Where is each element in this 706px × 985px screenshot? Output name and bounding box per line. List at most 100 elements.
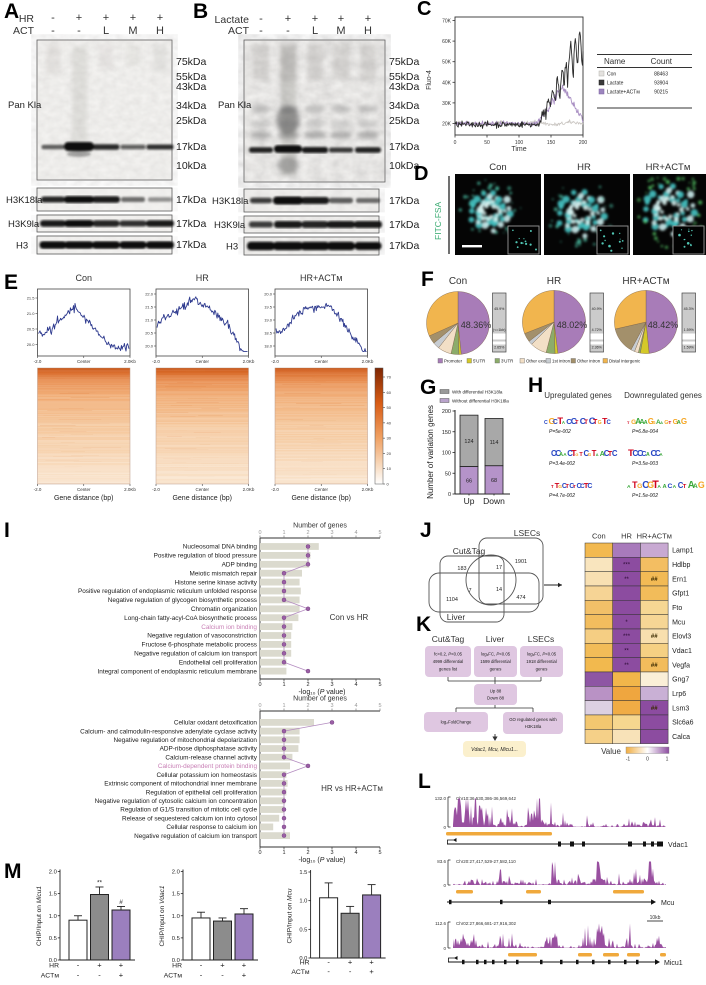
- svg-text:C: C: [604, 449, 610, 458]
- svg-text:Chromatin organization: Chromatin organization: [191, 606, 258, 613]
- svg-text:45.9%: 45.9%: [494, 307, 505, 311]
- svg-text:G: G: [575, 452, 578, 457]
- svg-text:4.72%: 4.72%: [592, 328, 603, 332]
- svg-text:1: 1: [666, 757, 669, 763]
- svg-text:T: T: [551, 484, 554, 489]
- svg-text:30: 30: [387, 436, 392, 441]
- svg-text:0: 0: [443, 946, 446, 951]
- svg-text:H3K18la: H3K18la: [212, 196, 249, 207]
- svg-text:genes list: genes list: [439, 666, 458, 671]
- svg-text:200: 200: [579, 140, 588, 146]
- svg-text:C: C: [571, 416, 577, 426]
- svg-text:Fto: Fto: [672, 605, 682, 612]
- svg-text:Upregulated genes: Upregulated genes: [544, 391, 612, 400]
- svg-text:HR: HR: [621, 532, 632, 541]
- svg-text:ACT: ACT: [228, 25, 250, 37]
- svg-text:**: **: [624, 648, 629, 654]
- svg-text:100: 100: [515, 140, 524, 146]
- svg-text:G: G: [598, 420, 602, 426]
- svg-text:log₂FC, P<0.05: log₂FC, P<0.05: [527, 652, 557, 657]
- svg-text:-: -: [77, 961, 80, 970]
- svg-text:1.0: 1.0: [172, 914, 180, 920]
- svg-text:P=1.5e-002: P=1.5e-002: [632, 493, 658, 499]
- svg-text:22.0: 22.0: [145, 292, 154, 297]
- svg-text:Histone serine kinase activity: Histone serine kinase activity: [175, 579, 258, 586]
- svg-text:25kDa: 25kDa: [176, 115, 207, 127]
- svg-text:66: 66: [466, 478, 472, 484]
- svg-text:0: 0: [448, 492, 451, 498]
- svg-text:CHIP/Input on Micu1: CHIP/Input on Micu1: [36, 886, 43, 946]
- svg-text:+: +: [285, 13, 291, 25]
- svg-text:Negative regulation of vasocon: Negative regulation of vasoconstriction: [147, 633, 257, 640]
- svg-text:17kDa: 17kDa: [176, 218, 207, 230]
- svg-text:K: K: [416, 613, 431, 636]
- svg-text:HR+ACTᴍ: HR+ACTᴍ: [622, 276, 669, 287]
- svg-text:-2.0: -2.0: [271, 359, 279, 364]
- svg-text:G: G: [549, 416, 556, 426]
- svg-text:0: 0: [258, 703, 261, 709]
- svg-text:HR vs HR+ACTᴍ: HR vs HR+ACTᴍ: [321, 784, 383, 793]
- svg-text:Negative regulation of calcium: Negative regulation of calcium ion trans…: [134, 651, 257, 658]
- svg-text:17kDa: 17kDa: [176, 194, 207, 206]
- svg-text:ADP-ribose diphosphatase activ: ADP-ribose diphosphatase activity: [160, 746, 258, 753]
- svg-text:14: 14: [496, 587, 502, 593]
- svg-text:17: 17: [496, 565, 502, 571]
- svg-text:H: H: [528, 374, 543, 397]
- svg-text:C: C: [544, 420, 548, 426]
- svg-text:P=3.4e-002: P=3.4e-002: [549, 461, 575, 467]
- svg-text:genes: genes: [490, 666, 502, 671]
- svg-text:genes: genes: [536, 666, 548, 671]
- svg-text:4: 4: [354, 850, 357, 856]
- svg-text:0: 0: [443, 825, 446, 830]
- svg-text:Positive regulation of blood p: Positive regulation of blood pressure: [154, 553, 258, 560]
- svg-text:-2.0: -2.0: [271, 487, 279, 492]
- svg-text:3: 3: [330, 530, 333, 536]
- svg-text:200: 200: [442, 409, 451, 415]
- svg-text:7: 7: [468, 588, 471, 594]
- svg-text:**: **: [97, 879, 103, 886]
- svg-text:T: T: [592, 449, 597, 458]
- svg-text:Cellular response to calcium i: Cellular response to calcium ion: [166, 824, 257, 831]
- svg-text:T: T: [557, 415, 563, 426]
- svg-text:19.0: 19.0: [264, 318, 273, 323]
- svg-text:3: 3: [330, 850, 333, 856]
- svg-text:Elovl3: Elovl3: [672, 634, 691, 641]
- svg-text:20.0: 20.0: [27, 342, 36, 347]
- svg-text:0: 0: [443, 883, 446, 888]
- svg-text:FITC-FSA: FITC-FSA: [433, 201, 443, 240]
- svg-text:40: 40: [387, 420, 392, 425]
- svg-text:Lactate+ACTᴍ: Lactate+ACTᴍ: [607, 90, 640, 96]
- svg-text:-: -: [259, 25, 263, 37]
- svg-text:Promoter: Promoter: [444, 359, 463, 364]
- svg-text:G: G: [681, 417, 687, 426]
- svg-text:H: H: [364, 25, 372, 37]
- svg-text:C: C: [584, 449, 590, 458]
- svg-text:Center: Center: [77, 487, 91, 492]
- svg-text:20.5: 20.5: [27, 327, 36, 332]
- svg-text:L: L: [312, 25, 318, 37]
- svg-text:A: A: [639, 417, 644, 426]
- svg-text:-log₁₀ (P value): -log₁₀ (P value): [299, 689, 346, 696]
- svg-text:Lactate: Lactate: [607, 81, 624, 87]
- svg-text:##: ##: [651, 577, 658, 583]
- svg-text:60: 60: [387, 390, 392, 395]
- svg-text:-: -: [200, 961, 203, 970]
- svg-text:Regulation of epithelial cell: Regulation of epithelial cell proliferat…: [146, 789, 258, 796]
- svg-text:4: 4: [354, 703, 357, 709]
- svg-text:70: 70: [387, 375, 392, 380]
- svg-text:Long-chain fatty-acyl-CoA bios: Long-chain fatty-acyl-CoA biosynthetic p…: [124, 615, 257, 622]
- svg-text:20.0: 20.0: [145, 344, 154, 349]
- svg-text:48.42%: 48.42%: [648, 320, 679, 330]
- svg-text:2.0Kb: 2.0Kb: [243, 359, 255, 364]
- svg-text:T: T: [627, 420, 630, 425]
- svg-text:45.3%: 45.3%: [684, 307, 695, 311]
- svg-text:C: C: [580, 416, 586, 426]
- svg-text:150: 150: [547, 140, 556, 146]
- svg-text:50: 50: [387, 405, 392, 410]
- svg-text:T: T: [593, 419, 598, 426]
- svg-text:A: A: [646, 452, 650, 458]
- svg-text:50: 50: [484, 140, 490, 146]
- svg-text:1.59%: 1.59%: [684, 328, 695, 332]
- svg-text:Regulation of G1/S transition: Regulation of G1/S transition of mitotic…: [120, 807, 257, 814]
- svg-text:1.5: 1.5: [299, 870, 307, 876]
